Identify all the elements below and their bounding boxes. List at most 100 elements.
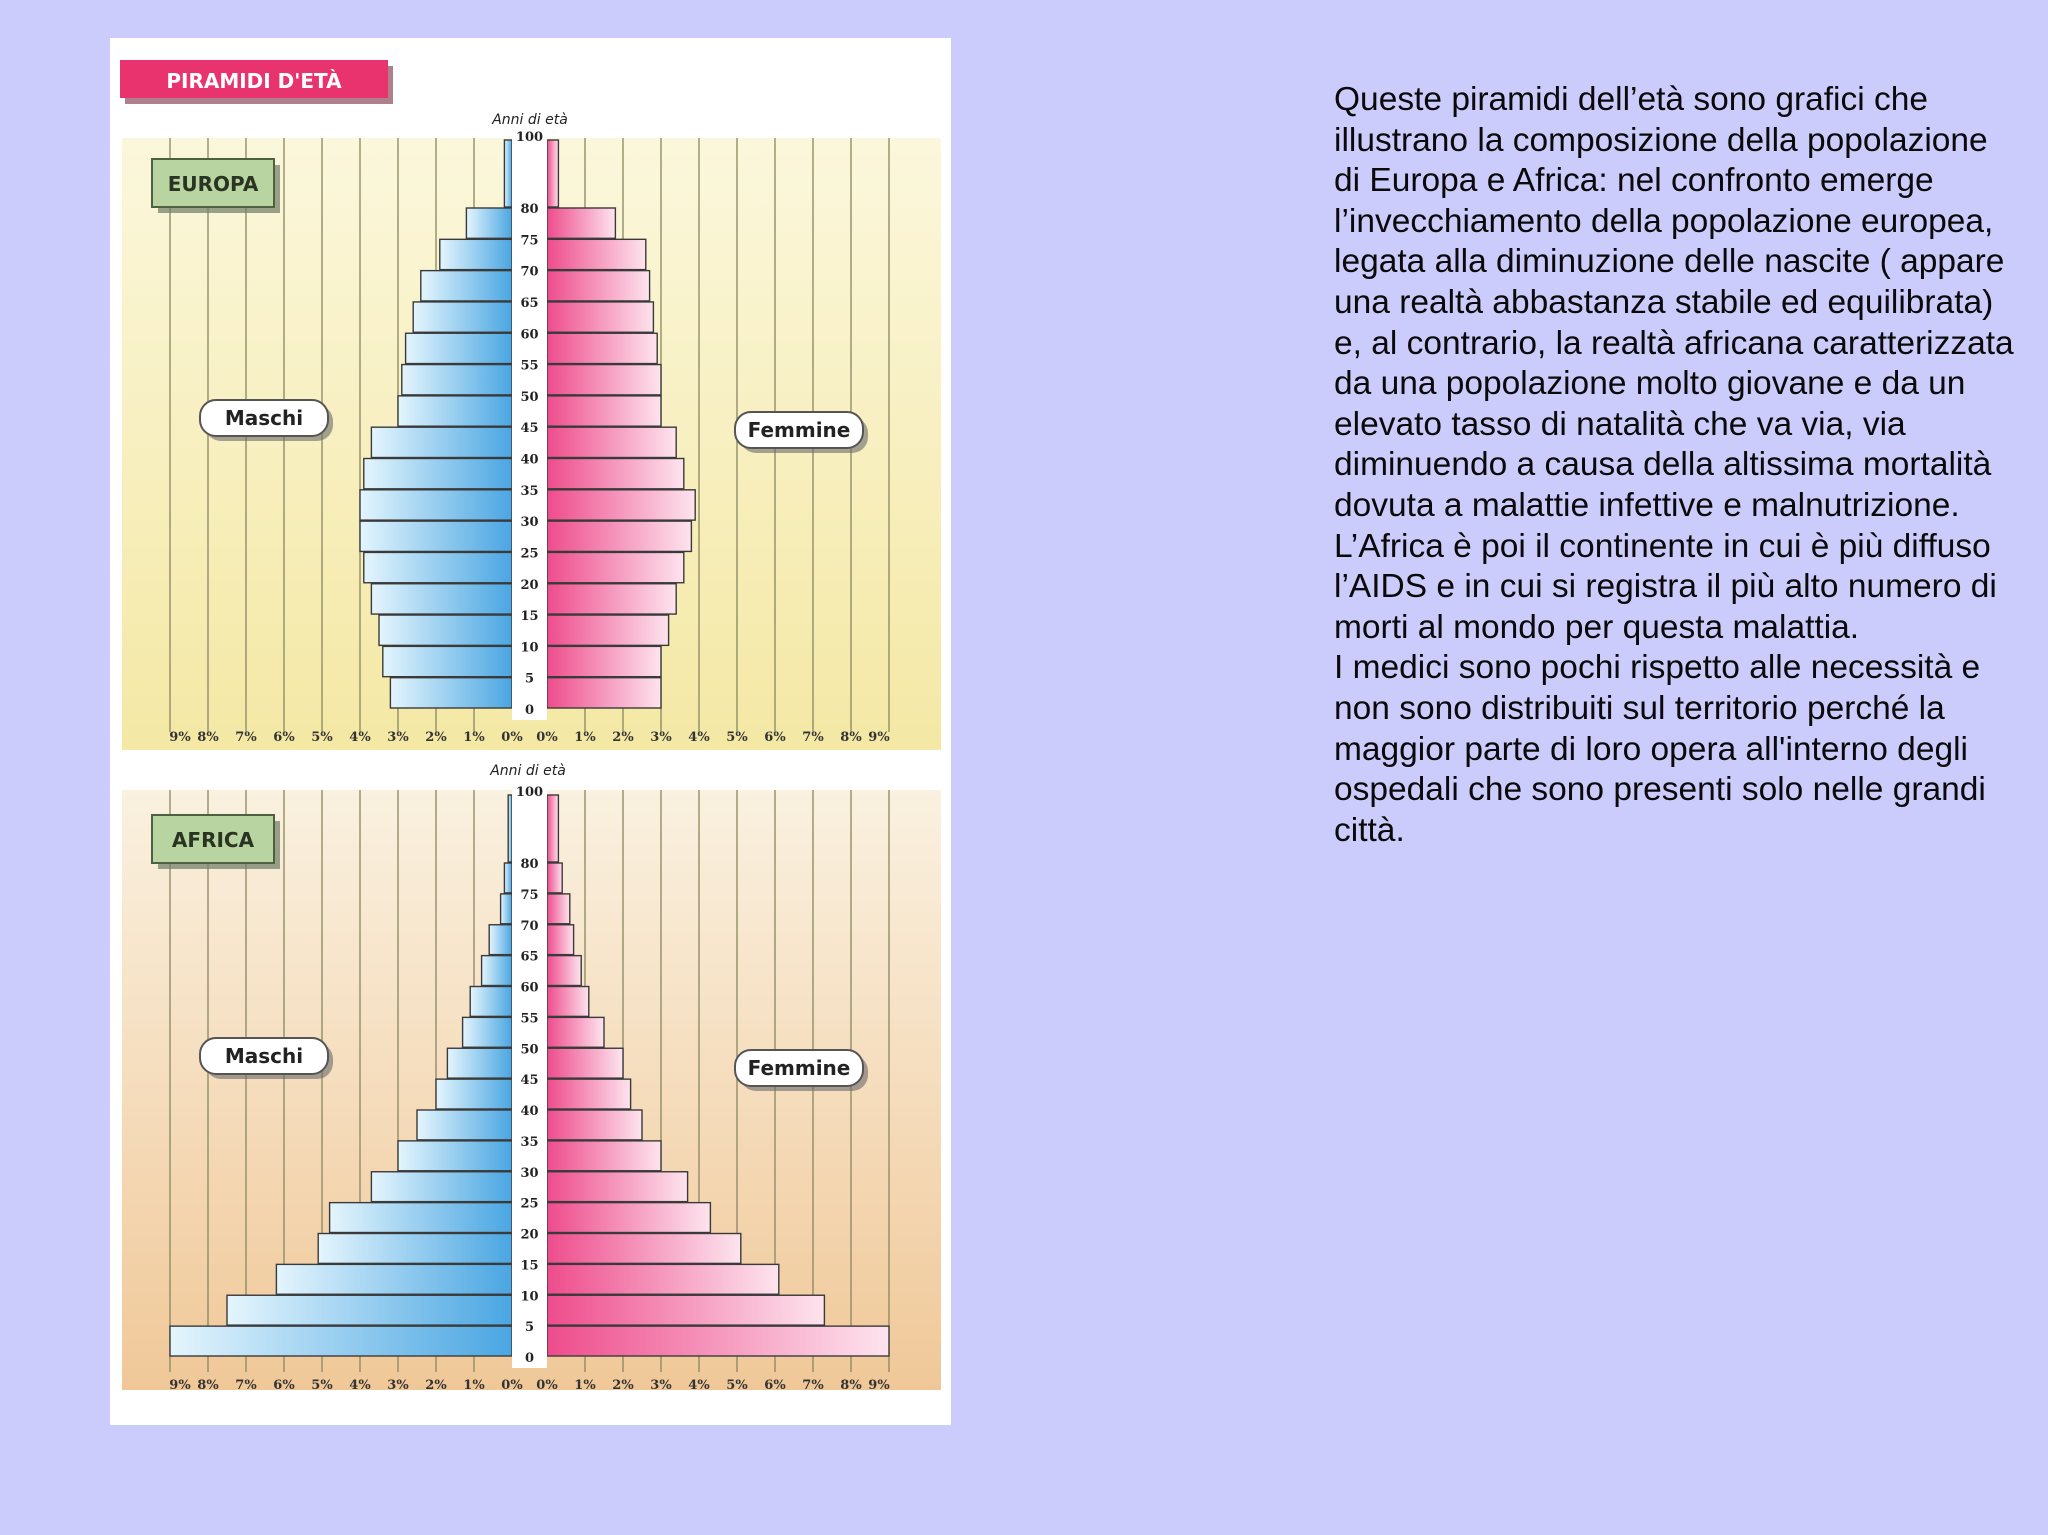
europe-x-ticks: 9% 8% 7% 6% 5% 4% 3% 2% 1% 0% 0% 1% 2% 3% 4% 5% 6% 7% 8% 9% <box>169 730 890 745</box>
population-pyramids-figure: PIRAMIDI D'ETÀ EUROPA Anni di età 100 80 7… <box>110 38 951 1425</box>
x-tick-label: 0% <box>536 1378 558 1393</box>
europe-region-label: EUROPA <box>168 172 259 196</box>
age-tick-label: 70 <box>520 265 538 280</box>
age-tick-label: 55 <box>520 359 538 374</box>
male-bar-70-75 <box>499 893 513 925</box>
europe-bars <box>359 139 696 709</box>
male-bar-25-30 <box>359 520 513 553</box>
x-tick-label: 2% <box>425 730 447 745</box>
europe-pyramid: EUROPA Anni di età 100807570656055504540… <box>151 112 890 745</box>
male-bar-50-55 <box>401 363 513 396</box>
africa-female-label: Femmine <box>734 1049 868 1091</box>
female-bar-60-65 <box>546 954 582 987</box>
africa-region-label: AFRICA <box>172 828 255 852</box>
female-bar-75-80 <box>546 207 617 240</box>
female-bar-15-20 <box>546 583 677 615</box>
x-tick-label: 1% <box>574 730 596 745</box>
male-bar-80-100 <box>503 139 513 208</box>
age-tick-label: 65 <box>520 950 538 965</box>
x-tick-label: 6% <box>764 1378 786 1393</box>
x-tick-label: 4% <box>688 1378 710 1393</box>
male-bar-30-35 <box>397 1140 513 1172</box>
x-tick-label: 8% <box>840 730 862 745</box>
x-tick-label: 8% <box>197 1378 219 1393</box>
x-tick-label: 9% <box>169 730 191 745</box>
male-bar-40-45 <box>435 1078 513 1110</box>
europe-female-label: Femmine <box>734 411 868 453</box>
female-bar-75-80 <box>546 862 563 894</box>
x-tick-label: 8% <box>840 1378 862 1393</box>
female-bar-70-75 <box>546 893 571 925</box>
age-tick-label: 80 <box>520 857 538 872</box>
male-bar-75-80 <box>503 862 513 894</box>
male-bar-40-45 <box>370 426 513 459</box>
male-bar-20-25 <box>328 1201 513 1234</box>
age-tick-label: 5 <box>525 1320 534 1335</box>
age-tick-label: 55 <box>520 1011 538 1026</box>
europe-male-text: Maschi <box>225 406 303 430</box>
male-bar-50-55 <box>461 1016 513 1048</box>
male-bar-55-60 <box>404 332 513 365</box>
europe-female-text: Femmine <box>748 418 851 442</box>
male-bar-65-70 <box>420 269 513 302</box>
female-bar-30-35 <box>546 1140 662 1172</box>
x-tick-label: 6% <box>764 730 786 745</box>
age-tick-label: 35 <box>520 484 538 499</box>
female-bar-45-50 <box>546 1047 624 1079</box>
age-tick-label: 15 <box>520 1258 538 1273</box>
female-bar-50-55 <box>546 363 662 396</box>
pyramids-svg: PIRAMIDI D'ETÀ EUROPA Anni di età 100807… <box>110 38 951 1425</box>
x-tick-label: 9% <box>169 1378 191 1393</box>
male-bar-30-35 <box>359 489 513 521</box>
age-tick-label: 60 <box>520 327 538 342</box>
age-axis-strip <box>512 135 547 720</box>
female-bar-25-30 <box>546 520 693 553</box>
male-bar-45-50 <box>446 1047 513 1079</box>
female-bar-30-35 <box>546 489 696 521</box>
slide-text: Queste piramidi dell’età sono grafici ch… <box>1334 80 2014 851</box>
age-tick-label: 35 <box>520 1135 538 1150</box>
x-tick-label: 2% <box>425 1378 447 1393</box>
x-tick-label: 0% <box>536 730 558 745</box>
africa-pyramid: AFRICA Anni di età 100807570656055504540… <box>151 763 890 1393</box>
male-bar-10-15 <box>378 614 513 647</box>
male-bar-55-60 <box>469 985 513 1018</box>
age-tick-label: 75 <box>520 888 538 903</box>
male-bar-5-10 <box>226 1294 513 1326</box>
age-axis-strip <box>512 790 547 1368</box>
age-tick-label: 40 <box>520 453 538 468</box>
male-bar-60-65 <box>412 301 513 333</box>
x-tick-label: 3% <box>650 1378 672 1393</box>
age-tick-label: 25 <box>520 546 538 561</box>
female-bar-35-40 <box>546 457 685 490</box>
x-tick-label: 7% <box>235 1378 257 1393</box>
male-bar-20-25 <box>363 551 513 584</box>
x-tick-label: 2% <box>612 730 634 745</box>
female-bar-55-60 <box>546 332 658 365</box>
africa-age-axis-title: Anni di età <box>489 763 566 779</box>
x-tick-label: 9% <box>868 1378 890 1393</box>
female-bar-40-45 <box>546 1078 632 1110</box>
x-tick-label: 5% <box>311 730 333 745</box>
x-tick-label: 3% <box>387 730 409 745</box>
x-tick-label: 5% <box>311 1378 333 1393</box>
x-tick-label: 2% <box>612 1378 634 1393</box>
age-tick-label: 10 <box>520 640 538 655</box>
x-tick-label: 7% <box>802 730 824 745</box>
female-bar-5-10 <box>546 1294 826 1326</box>
male-bar-75-80 <box>465 207 513 240</box>
x-tick-label: 5% <box>726 1378 748 1393</box>
female-bar-5-10 <box>546 645 662 678</box>
text-paragraph-1: Queste piramidi dell’età sono grafici ch… <box>1334 81 2014 646</box>
female-bar-0-5 <box>546 1325 890 1357</box>
x-tick-label: 1% <box>574 1378 596 1393</box>
age-tick-label: 25 <box>520 1197 538 1212</box>
x-tick-label: 3% <box>650 730 672 745</box>
age-tick-label: 50 <box>520 1042 538 1057</box>
male-bar-0-5 <box>169 1325 513 1357</box>
male-bar-15-20 <box>370 583 513 615</box>
x-tick-label: 0% <box>501 1378 523 1393</box>
age-tick-label: 100 <box>516 785 543 800</box>
